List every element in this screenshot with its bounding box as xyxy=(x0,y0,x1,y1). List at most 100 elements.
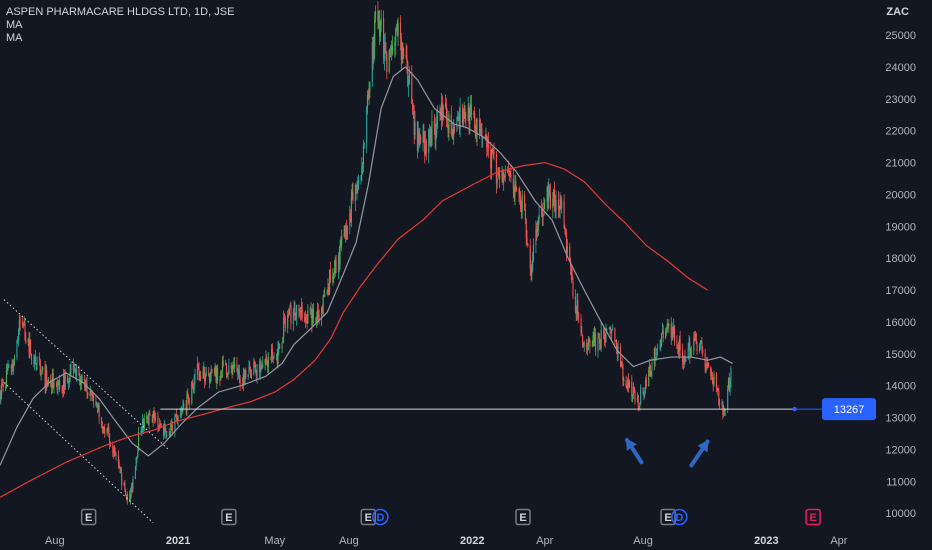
candle-body xyxy=(92,394,94,396)
candle-body xyxy=(713,374,715,385)
candle-body xyxy=(222,361,224,366)
candle-body xyxy=(295,318,297,320)
candle-body xyxy=(346,225,348,240)
candle-body xyxy=(317,309,319,315)
candle-body xyxy=(107,427,109,429)
candle-body xyxy=(164,424,166,432)
candle-body xyxy=(694,333,697,341)
candle-body xyxy=(305,315,307,322)
candle-body xyxy=(682,361,684,364)
candle-body xyxy=(519,194,521,197)
candle-body xyxy=(378,21,380,22)
candle-body xyxy=(345,226,348,240)
candle-body xyxy=(588,339,590,341)
candle-body xyxy=(154,412,156,421)
candle-body xyxy=(11,364,13,369)
candle-body xyxy=(446,119,448,126)
candle-body xyxy=(53,382,55,388)
candle-body xyxy=(363,143,365,145)
candle-body xyxy=(445,103,447,120)
candle-body xyxy=(662,330,664,339)
candle-body xyxy=(678,338,680,352)
candle-body xyxy=(396,28,398,36)
candle-body xyxy=(690,351,692,357)
candle-body xyxy=(58,380,60,384)
candle-body xyxy=(350,197,352,222)
candle-body xyxy=(552,199,554,209)
candle-body xyxy=(654,348,656,361)
candle-body xyxy=(120,472,122,474)
candle-body xyxy=(151,415,153,423)
candle-body xyxy=(46,382,49,385)
candle-body xyxy=(141,431,143,433)
candle-body xyxy=(611,329,613,333)
candle-body xyxy=(661,333,663,345)
candle-body xyxy=(260,361,262,370)
candle-body xyxy=(168,433,170,436)
candle-body xyxy=(502,170,504,183)
candle-body xyxy=(294,307,296,320)
candle-body xyxy=(109,433,111,446)
candle-body xyxy=(428,129,430,154)
y-tick-label: 22000 xyxy=(885,126,916,138)
candle-body xyxy=(512,178,514,190)
candle-body xyxy=(707,362,709,368)
candle-body xyxy=(266,363,269,368)
candle-body xyxy=(273,356,275,357)
candle-body xyxy=(315,317,317,323)
candle-body xyxy=(312,309,315,318)
candle-body xyxy=(570,266,572,276)
candle-body xyxy=(553,189,555,203)
candle-body xyxy=(138,432,140,452)
candle-body xyxy=(431,121,433,145)
candle-body xyxy=(403,55,405,56)
y-tick-label: 13000 xyxy=(885,413,916,425)
candle-body xyxy=(261,367,263,370)
candle-body xyxy=(634,391,636,402)
candle-body xyxy=(362,164,364,166)
candle-body xyxy=(140,431,142,433)
candle-body xyxy=(424,141,427,155)
candle-body xyxy=(544,200,546,203)
candle-body xyxy=(316,319,318,323)
candle-body xyxy=(289,304,291,308)
candle-body xyxy=(447,125,449,133)
candle-body xyxy=(385,52,387,54)
candle-body xyxy=(106,428,108,434)
candle-body xyxy=(200,376,202,379)
candle-body xyxy=(580,318,582,333)
candle-body xyxy=(39,360,41,375)
candle-body xyxy=(159,424,161,428)
candle-body xyxy=(225,363,227,366)
candle-body xyxy=(493,151,495,154)
candle-body xyxy=(80,382,82,385)
candle-body xyxy=(44,367,46,388)
candle-body xyxy=(606,329,608,331)
candle-body xyxy=(163,425,165,436)
annotation-arrow-head xyxy=(697,439,709,453)
candle-body xyxy=(129,493,132,501)
candle-body xyxy=(33,360,35,364)
candle-body xyxy=(636,395,638,402)
candle-body xyxy=(175,414,178,417)
indicator-ma-fast[interactable]: MA xyxy=(6,19,23,31)
candle-body xyxy=(125,494,128,501)
candle-body xyxy=(276,354,278,364)
candle-body xyxy=(437,116,439,119)
candle-body xyxy=(389,49,391,51)
candle-body xyxy=(188,397,190,402)
candle-body xyxy=(492,151,494,152)
candle-body xyxy=(458,116,460,129)
indicator-ma-slow[interactable]: MA xyxy=(6,32,23,44)
symbol-title[interactable]: ASPEN PHARMACARE HLDGS LTD, 1D, JSE xyxy=(6,6,235,18)
event-earnings-marker xyxy=(360,508,377,526)
candle-body xyxy=(383,18,385,60)
candle-body xyxy=(91,393,93,395)
candle-body xyxy=(36,356,38,364)
candle-body xyxy=(698,345,701,351)
candle-body xyxy=(22,324,24,326)
candle-body xyxy=(405,55,407,58)
x-tick-label: Aug xyxy=(339,535,359,547)
candle-body xyxy=(593,335,595,343)
